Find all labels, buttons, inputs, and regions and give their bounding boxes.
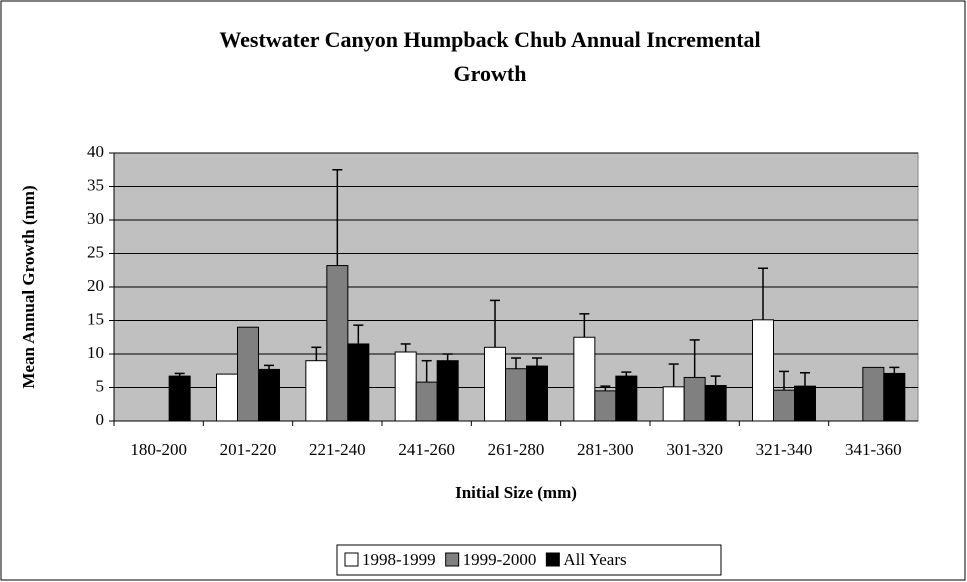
x-tick-label: 321-340 bbox=[756, 440, 813, 459]
chart-title: Growth bbox=[454, 61, 527, 86]
bar bbox=[415, 381, 438, 422]
bar bbox=[773, 389, 795, 422]
legend-swatch bbox=[344, 552, 359, 567]
error-bar bbox=[263, 364, 274, 370]
bar bbox=[305, 360, 328, 422]
legend-label: 1998-1999 bbox=[362, 550, 436, 569]
error-bar bbox=[490, 299, 501, 348]
y-tick-label: 0 bbox=[96, 410, 105, 429]
bar bbox=[326, 265, 349, 422]
error-bar bbox=[600, 385, 611, 391]
error-bar bbox=[353, 324, 364, 344]
bar bbox=[615, 375, 638, 422]
error-bar bbox=[311, 346, 322, 361]
bar bbox=[793, 385, 816, 422]
error-bar bbox=[668, 363, 679, 387]
x-tick-label: 201-220 bbox=[220, 440, 277, 459]
error-bar bbox=[531, 357, 542, 367]
legend-label: 1999-2000 bbox=[463, 550, 537, 569]
bar bbox=[347, 343, 370, 422]
bar bbox=[662, 386, 685, 422]
x-tick-label: 221-240 bbox=[309, 440, 366, 459]
legend-swatch bbox=[445, 552, 460, 567]
y-tick-label: 35 bbox=[87, 175, 104, 194]
bar bbox=[237, 326, 259, 422]
x-tick-label: 261-280 bbox=[488, 440, 545, 459]
error-bar bbox=[710, 375, 721, 386]
x-tick-label: 241-260 bbox=[398, 440, 455, 459]
error-bar bbox=[889, 366, 900, 374]
error-bar bbox=[579, 313, 590, 338]
error-bar bbox=[421, 359, 432, 383]
x-axis-label: Initial Size (mm) bbox=[455, 483, 577, 502]
error-bar bbox=[689, 339, 700, 378]
y-tick-label: 30 bbox=[87, 209, 104, 228]
bar bbox=[216, 373, 239, 422]
x-tick-label: 301-320 bbox=[666, 440, 723, 459]
bar bbox=[505, 368, 527, 422]
y-tick-label: 25 bbox=[87, 242, 104, 261]
x-tick-label: 180-200 bbox=[130, 440, 187, 459]
error-bar bbox=[621, 371, 632, 377]
bar bbox=[168, 375, 191, 422]
bar bbox=[752, 319, 775, 422]
bar bbox=[436, 360, 459, 422]
y-tick-label: 40 bbox=[87, 142, 104, 161]
x-tick-label: 341-360 bbox=[845, 440, 902, 459]
legend-label: All Years bbox=[563, 550, 626, 569]
bar bbox=[594, 390, 617, 422]
error-bar bbox=[442, 353, 453, 361]
error-bar bbox=[400, 343, 411, 352]
bar bbox=[883, 372, 906, 422]
bar bbox=[394, 351, 417, 422]
legend-swatch bbox=[545, 552, 560, 567]
bar bbox=[862, 366, 885, 422]
x-tick-label: 281-300 bbox=[577, 440, 634, 459]
y-tick-label: 20 bbox=[87, 276, 104, 295]
legend bbox=[336, 544, 722, 576]
y-tick-label: 5 bbox=[96, 376, 105, 395]
chart-title: Westwater Canyon Humpback Chub Annual In… bbox=[219, 27, 760, 52]
error-bar bbox=[758, 267, 769, 320]
y-tick-label: 10 bbox=[87, 343, 104, 362]
error-bar bbox=[174, 372, 185, 377]
bar bbox=[484, 346, 507, 422]
error-bar bbox=[779, 370, 789, 391]
error-bar bbox=[332, 169, 343, 266]
bar bbox=[573, 336, 596, 422]
bar bbox=[704, 384, 727, 422]
bar bbox=[525, 365, 548, 422]
bar bbox=[257, 368, 280, 422]
y-tick-label: 15 bbox=[87, 309, 104, 328]
y-axis-label: Mean Annual Growth (mm) bbox=[19, 185, 38, 388]
error-bar bbox=[511, 357, 521, 369]
bar bbox=[683, 376, 706, 422]
error-bar bbox=[799, 372, 810, 387]
